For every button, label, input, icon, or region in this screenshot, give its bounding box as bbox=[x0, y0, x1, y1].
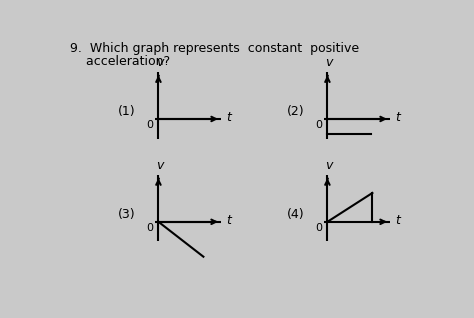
Text: t: t bbox=[395, 214, 400, 227]
Text: (4): (4) bbox=[287, 208, 305, 221]
Text: (2): (2) bbox=[287, 105, 305, 118]
Text: 0: 0 bbox=[315, 223, 322, 233]
Text: 0: 0 bbox=[146, 120, 153, 130]
Text: v: v bbox=[326, 56, 333, 69]
Text: t: t bbox=[227, 214, 231, 227]
Text: 0: 0 bbox=[315, 120, 322, 130]
Text: (1): (1) bbox=[118, 105, 136, 118]
Text: 0: 0 bbox=[146, 223, 153, 233]
Text: acceleration?: acceleration? bbox=[70, 55, 170, 68]
Text: t: t bbox=[227, 111, 231, 124]
Text: v: v bbox=[156, 56, 164, 69]
Text: (3): (3) bbox=[118, 208, 136, 221]
Text: 9.  Which graph represents  constant  positive: 9. Which graph represents constant posit… bbox=[70, 42, 359, 55]
Text: v: v bbox=[156, 159, 164, 172]
Text: v: v bbox=[326, 159, 333, 172]
Text: t: t bbox=[395, 111, 400, 124]
